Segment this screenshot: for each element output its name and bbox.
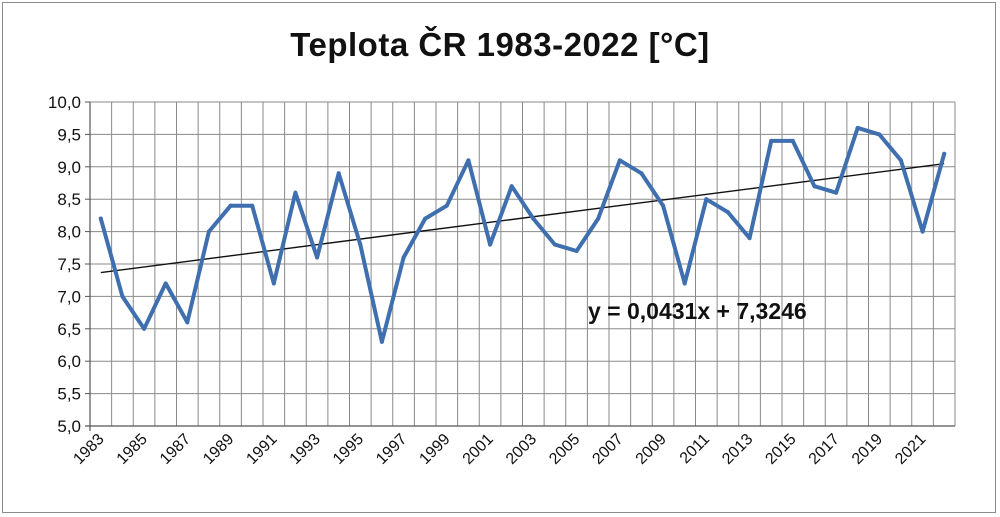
data-point bbox=[163, 281, 168, 286]
y-axis-ticks: 5,0 5,5 6,0 6,5 7,0 7,5 8,0 8,5 9,0 9,5 10,0 bbox=[48, 93, 90, 436]
data-point bbox=[488, 242, 493, 247]
data-point bbox=[920, 229, 925, 234]
x-tick-label: 1995 bbox=[330, 431, 367, 468]
data-point bbox=[142, 326, 147, 331]
data-point bbox=[185, 320, 190, 325]
x-tick-label: 2009 bbox=[633, 431, 670, 468]
data-point bbox=[639, 171, 644, 176]
x-tick-label: 1999 bbox=[416, 431, 453, 468]
data-point bbox=[120, 294, 125, 299]
data-point bbox=[769, 138, 774, 143]
series-group bbox=[98, 125, 947, 344]
data-point bbox=[747, 236, 752, 241]
y-tick-label: 7,0 bbox=[57, 287, 81, 306]
chart-title: Teplota ČR 1983-2022 [°C] bbox=[290, 26, 710, 63]
data-point bbox=[250, 203, 255, 208]
data-point bbox=[358, 242, 363, 247]
chart-axes bbox=[85, 102, 955, 431]
data-point bbox=[898, 158, 903, 163]
data-point bbox=[942, 151, 947, 156]
data-point bbox=[574, 249, 579, 254]
x-tick-label: 1985 bbox=[114, 431, 151, 468]
x-tick-label: 2013 bbox=[719, 431, 756, 468]
x-tick-label: 2001 bbox=[460, 431, 497, 468]
y-tick-label: 6,5 bbox=[57, 320, 81, 339]
x-tick-label: 2003 bbox=[503, 431, 540, 468]
x-tick-label: 2015 bbox=[762, 431, 799, 468]
data-point bbox=[401, 255, 406, 260]
x-tick-label: 2011 bbox=[677, 431, 713, 467]
y-tick-label: 5,5 bbox=[57, 385, 81, 404]
x-tick-label: 1987 bbox=[157, 431, 194, 468]
data-point bbox=[466, 158, 471, 163]
y-tick-label: 5,0 bbox=[57, 417, 81, 436]
x-tick-label: 2007 bbox=[589, 431, 626, 468]
data-point bbox=[617, 158, 622, 163]
x-tick-label: 2005 bbox=[546, 431, 583, 468]
x-tick-label: 2019 bbox=[849, 431, 886, 468]
data-point bbox=[509, 184, 514, 189]
data-point bbox=[423, 216, 428, 221]
x-tick-label: 1983 bbox=[70, 431, 107, 468]
data-point bbox=[379, 339, 384, 344]
data-point bbox=[271, 281, 276, 286]
x-tick-label: 2017 bbox=[806, 431, 843, 468]
data-point bbox=[812, 184, 817, 189]
data-point bbox=[704, 197, 709, 202]
data-point bbox=[206, 229, 211, 234]
data-point bbox=[596, 216, 601, 221]
y-tick-label: 7,5 bbox=[57, 255, 81, 274]
x-tick-label: 1989 bbox=[200, 431, 237, 468]
y-tick-label: 6,0 bbox=[57, 352, 81, 371]
y-tick-label: 9,0 bbox=[57, 158, 81, 177]
y-tick-label: 8,0 bbox=[57, 223, 81, 242]
x-tick-label: 1993 bbox=[287, 431, 324, 468]
data-point bbox=[834, 190, 839, 195]
y-tick-label: 9,5 bbox=[57, 125, 81, 144]
x-tick-label: 1991 bbox=[243, 431, 280, 468]
x-axis-ticks: 1983 1985 1987 1989 1991 1993 1995 1997 1999 2001… bbox=[70, 431, 929, 468]
data-point bbox=[552, 242, 557, 247]
data-point bbox=[682, 281, 687, 286]
data-point bbox=[336, 171, 341, 176]
data-point bbox=[531, 216, 536, 221]
series-line bbox=[98, 125, 947, 344]
y-tick-label: 8,5 bbox=[57, 190, 81, 209]
chart-grid bbox=[89, 101, 956, 427]
x-tick-label: 2021 bbox=[892, 431, 929, 468]
trendline-equation: y = 0,0431x + 7,3246 bbox=[588, 298, 807, 324]
data-point bbox=[855, 125, 860, 130]
data-point bbox=[293, 190, 298, 195]
data-point bbox=[98, 216, 103, 221]
y-tick-label: 10,0 bbox=[48, 93, 81, 112]
data-point bbox=[228, 203, 233, 208]
trendline-group bbox=[100, 162, 945, 274]
data-point bbox=[315, 255, 320, 260]
data-point bbox=[790, 138, 795, 143]
data-point bbox=[661, 203, 666, 208]
data-point bbox=[725, 210, 730, 215]
data-point bbox=[444, 203, 449, 208]
x-tick-label: 1997 bbox=[373, 431, 410, 468]
data-point bbox=[877, 132, 882, 137]
trendline bbox=[100, 162, 945, 274]
